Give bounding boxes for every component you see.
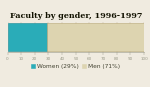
Title: Faculty by gender, 1996-1997: Faculty by gender, 1996-1997 [10,12,142,20]
Bar [47,23,144,51]
Legend: Women (29%), Men (71%): Women (29%), Men (71%) [29,61,123,71]
Bar [8,23,47,51]
